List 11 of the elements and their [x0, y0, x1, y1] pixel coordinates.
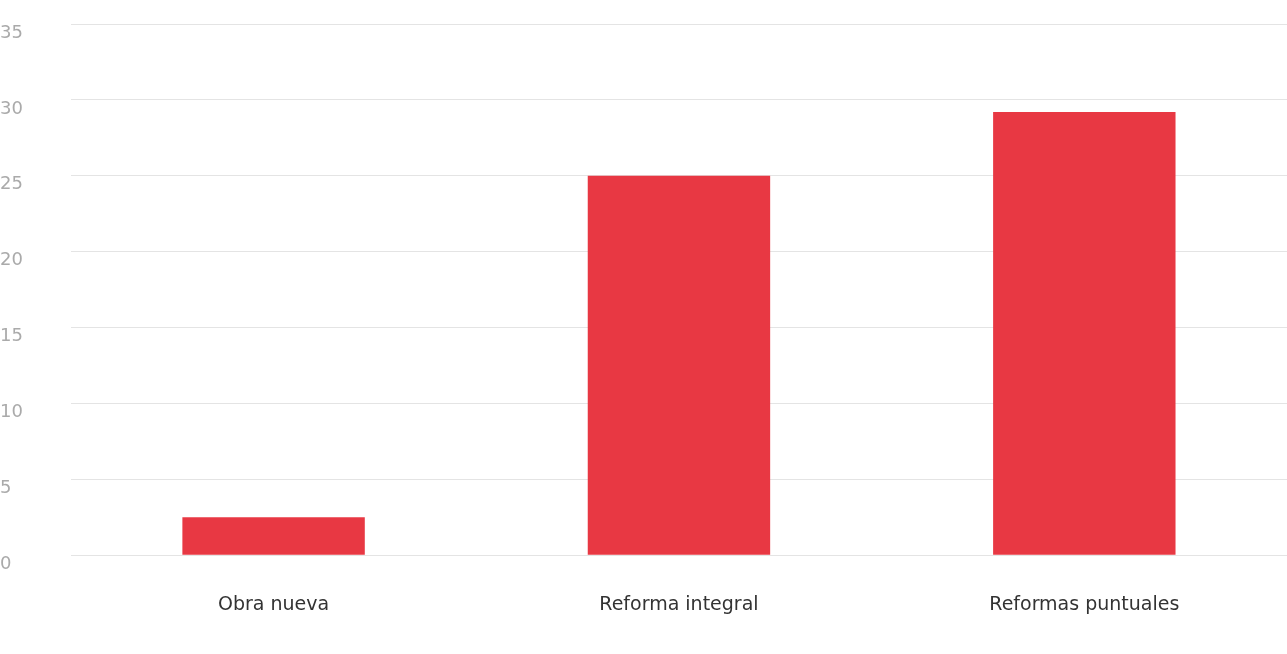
x-tick-label: Obra nueva	[218, 591, 330, 614]
x-tick-label: Reforma integral	[599, 591, 759, 614]
y-tick-label: 35	[0, 20, 23, 42]
y-tick-label: 5	[0, 475, 12, 497]
y-tick-label: 15	[0, 324, 23, 346]
y-tick-label: 25	[0, 172, 23, 194]
y-tick-label: 20	[0, 248, 23, 270]
y-tick-label: 30	[0, 96, 23, 118]
y-tick-label: 10	[0, 400, 23, 422]
y-tick-label: 0	[0, 551, 12, 573]
x-tick-label: Reformas puntuales	[989, 591, 1180, 614]
